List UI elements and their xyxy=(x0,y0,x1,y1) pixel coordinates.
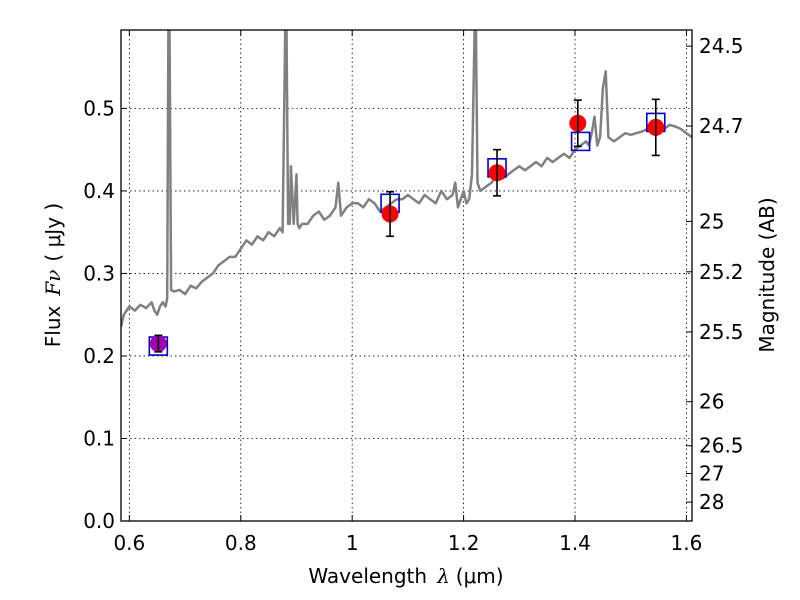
y2-tick-label: 25.2 xyxy=(699,260,744,284)
y2-tick-label: 27 xyxy=(699,462,724,486)
y2-tick-label: 28 xyxy=(699,490,724,514)
y2-tick-label: 25.5 xyxy=(699,320,744,344)
x-tick-label: 0.6 xyxy=(113,531,145,555)
y-tick-label: 0.4 xyxy=(83,179,115,203)
y-tick-label: 0.5 xyxy=(83,96,115,120)
plot-area xyxy=(121,30,692,356)
x-tick-label: 1 xyxy=(346,531,359,555)
x-tick-label: 1.6 xyxy=(671,531,703,555)
y2-tick-label: 24.7 xyxy=(699,114,744,138)
y-tick-label: 0.2 xyxy=(83,344,115,368)
y-tick-label: 0.3 xyxy=(83,261,115,285)
y2-tick-label: 25 xyxy=(699,209,724,233)
x-tick-label: 1.2 xyxy=(448,531,480,555)
y2-tick-label: 26 xyxy=(699,390,724,414)
x-tick-label: 0.8 xyxy=(225,531,257,555)
y-tick-label: 0.0 xyxy=(83,509,115,533)
y-tick-label: 0.1 xyxy=(83,426,115,450)
x-tick-label: 1.4 xyxy=(559,531,591,555)
y2-axis-label: Magnitude (AB) xyxy=(755,197,779,352)
spectrum-line xyxy=(121,30,692,328)
y2-tick-label: 26.5 xyxy=(699,434,744,458)
x-axis-label: Wavelength λ (μm) xyxy=(308,564,503,588)
model-box-marker xyxy=(570,131,591,152)
y-axis-label: FluxFν( μJy ) xyxy=(41,203,65,347)
axis-ticks: 0.6 0.8 1 1.2 1.4 1.6 0.0 0.1 0.2 0.3 0.4 0.5 24.5 24… xyxy=(83,30,744,555)
y2-tick-label: 24.5 xyxy=(699,34,744,58)
plot-frame xyxy=(120,29,693,522)
